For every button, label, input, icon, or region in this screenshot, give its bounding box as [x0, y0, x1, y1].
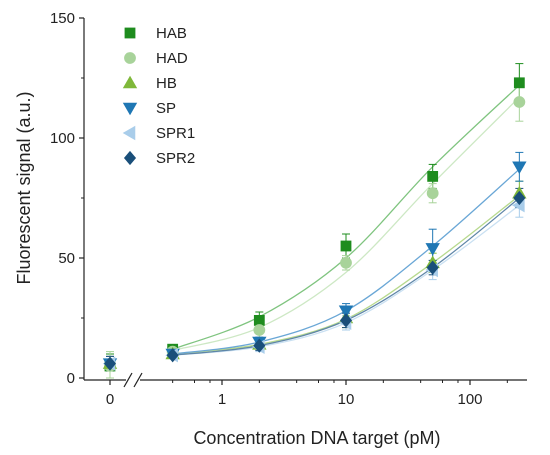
data-point-sp — [425, 243, 440, 256]
data-point-had — [340, 256, 352, 269]
legend-item-sp: SP — [122, 100, 176, 117]
data-point-hab — [427, 170, 439, 182]
x-axis-title: Concentration DNA target (pM) — [193, 428, 440, 448]
x-tick-label: 100 — [457, 391, 482, 408]
y-tick-label: 100 — [50, 130, 75, 147]
y-axis-title: Fluorescent signal (a.u.) — [14, 91, 34, 284]
legend-marker — [124, 27, 136, 39]
legend-label: HAB — [156, 25, 187, 42]
x-tick-label: 10 — [338, 391, 355, 408]
y-tick-label: 0 — [67, 370, 75, 387]
legend-marker — [122, 75, 138, 89]
data-point-spr2 — [253, 338, 266, 353]
legend-label: SP — [156, 100, 176, 117]
data-point-spr2 — [513, 190, 526, 206]
axis-break-mark — [123, 372, 133, 388]
data-point-spr2 — [426, 260, 439, 275]
data-point-spr2 — [166, 348, 179, 363]
axes: 0 50 100 150 0 1 10 100 — [50, 10, 527, 408]
axis-break-mark — [133, 372, 143, 388]
data-point-sp — [338, 305, 354, 319]
fit-curve-had — [172, 96, 520, 352]
legend-marker — [122, 102, 138, 116]
legend-label: SPR2 — [156, 150, 195, 167]
legend-label: HAD — [156, 50, 188, 67]
data-point-hab — [513, 77, 525, 89]
data-point-hab — [253, 314, 265, 326]
data-point-had — [513, 96, 526, 108]
x-tick-label: 1 — [218, 391, 226, 408]
data-point-spr2 — [339, 313, 353, 328]
data-point-spr2 — [103, 356, 117, 371]
legend-item-spr2: SPR2 — [123, 150, 195, 167]
data-point-had — [253, 324, 266, 336]
legend-item-hb: HB — [122, 75, 177, 92]
y-tick-label: 50 — [58, 250, 75, 267]
legend-marker — [122, 125, 136, 141]
x-tick-label: 0 — [106, 391, 114, 408]
legend-item-hab: HAB — [124, 25, 187, 42]
legend-label: SPR1 — [156, 125, 195, 142]
y-tick-label: 150 — [50, 10, 75, 27]
data-point-had — [426, 187, 439, 200]
legend-item-spr1: SPR1 — [122, 125, 195, 142]
legend-label: HB — [156, 75, 177, 92]
data-point-sp — [512, 161, 527, 175]
data-point-hab — [340, 240, 352, 252]
legend-marker — [124, 52, 136, 64]
fit-curve-spr1 — [172, 204, 520, 356]
legend-marker — [123, 150, 137, 166]
legend-item-had: HAD — [124, 50, 188, 67]
data-points — [102, 77, 527, 372]
legend: HAB HAD HB SP SPR1 SPR2 — [122, 25, 195, 167]
